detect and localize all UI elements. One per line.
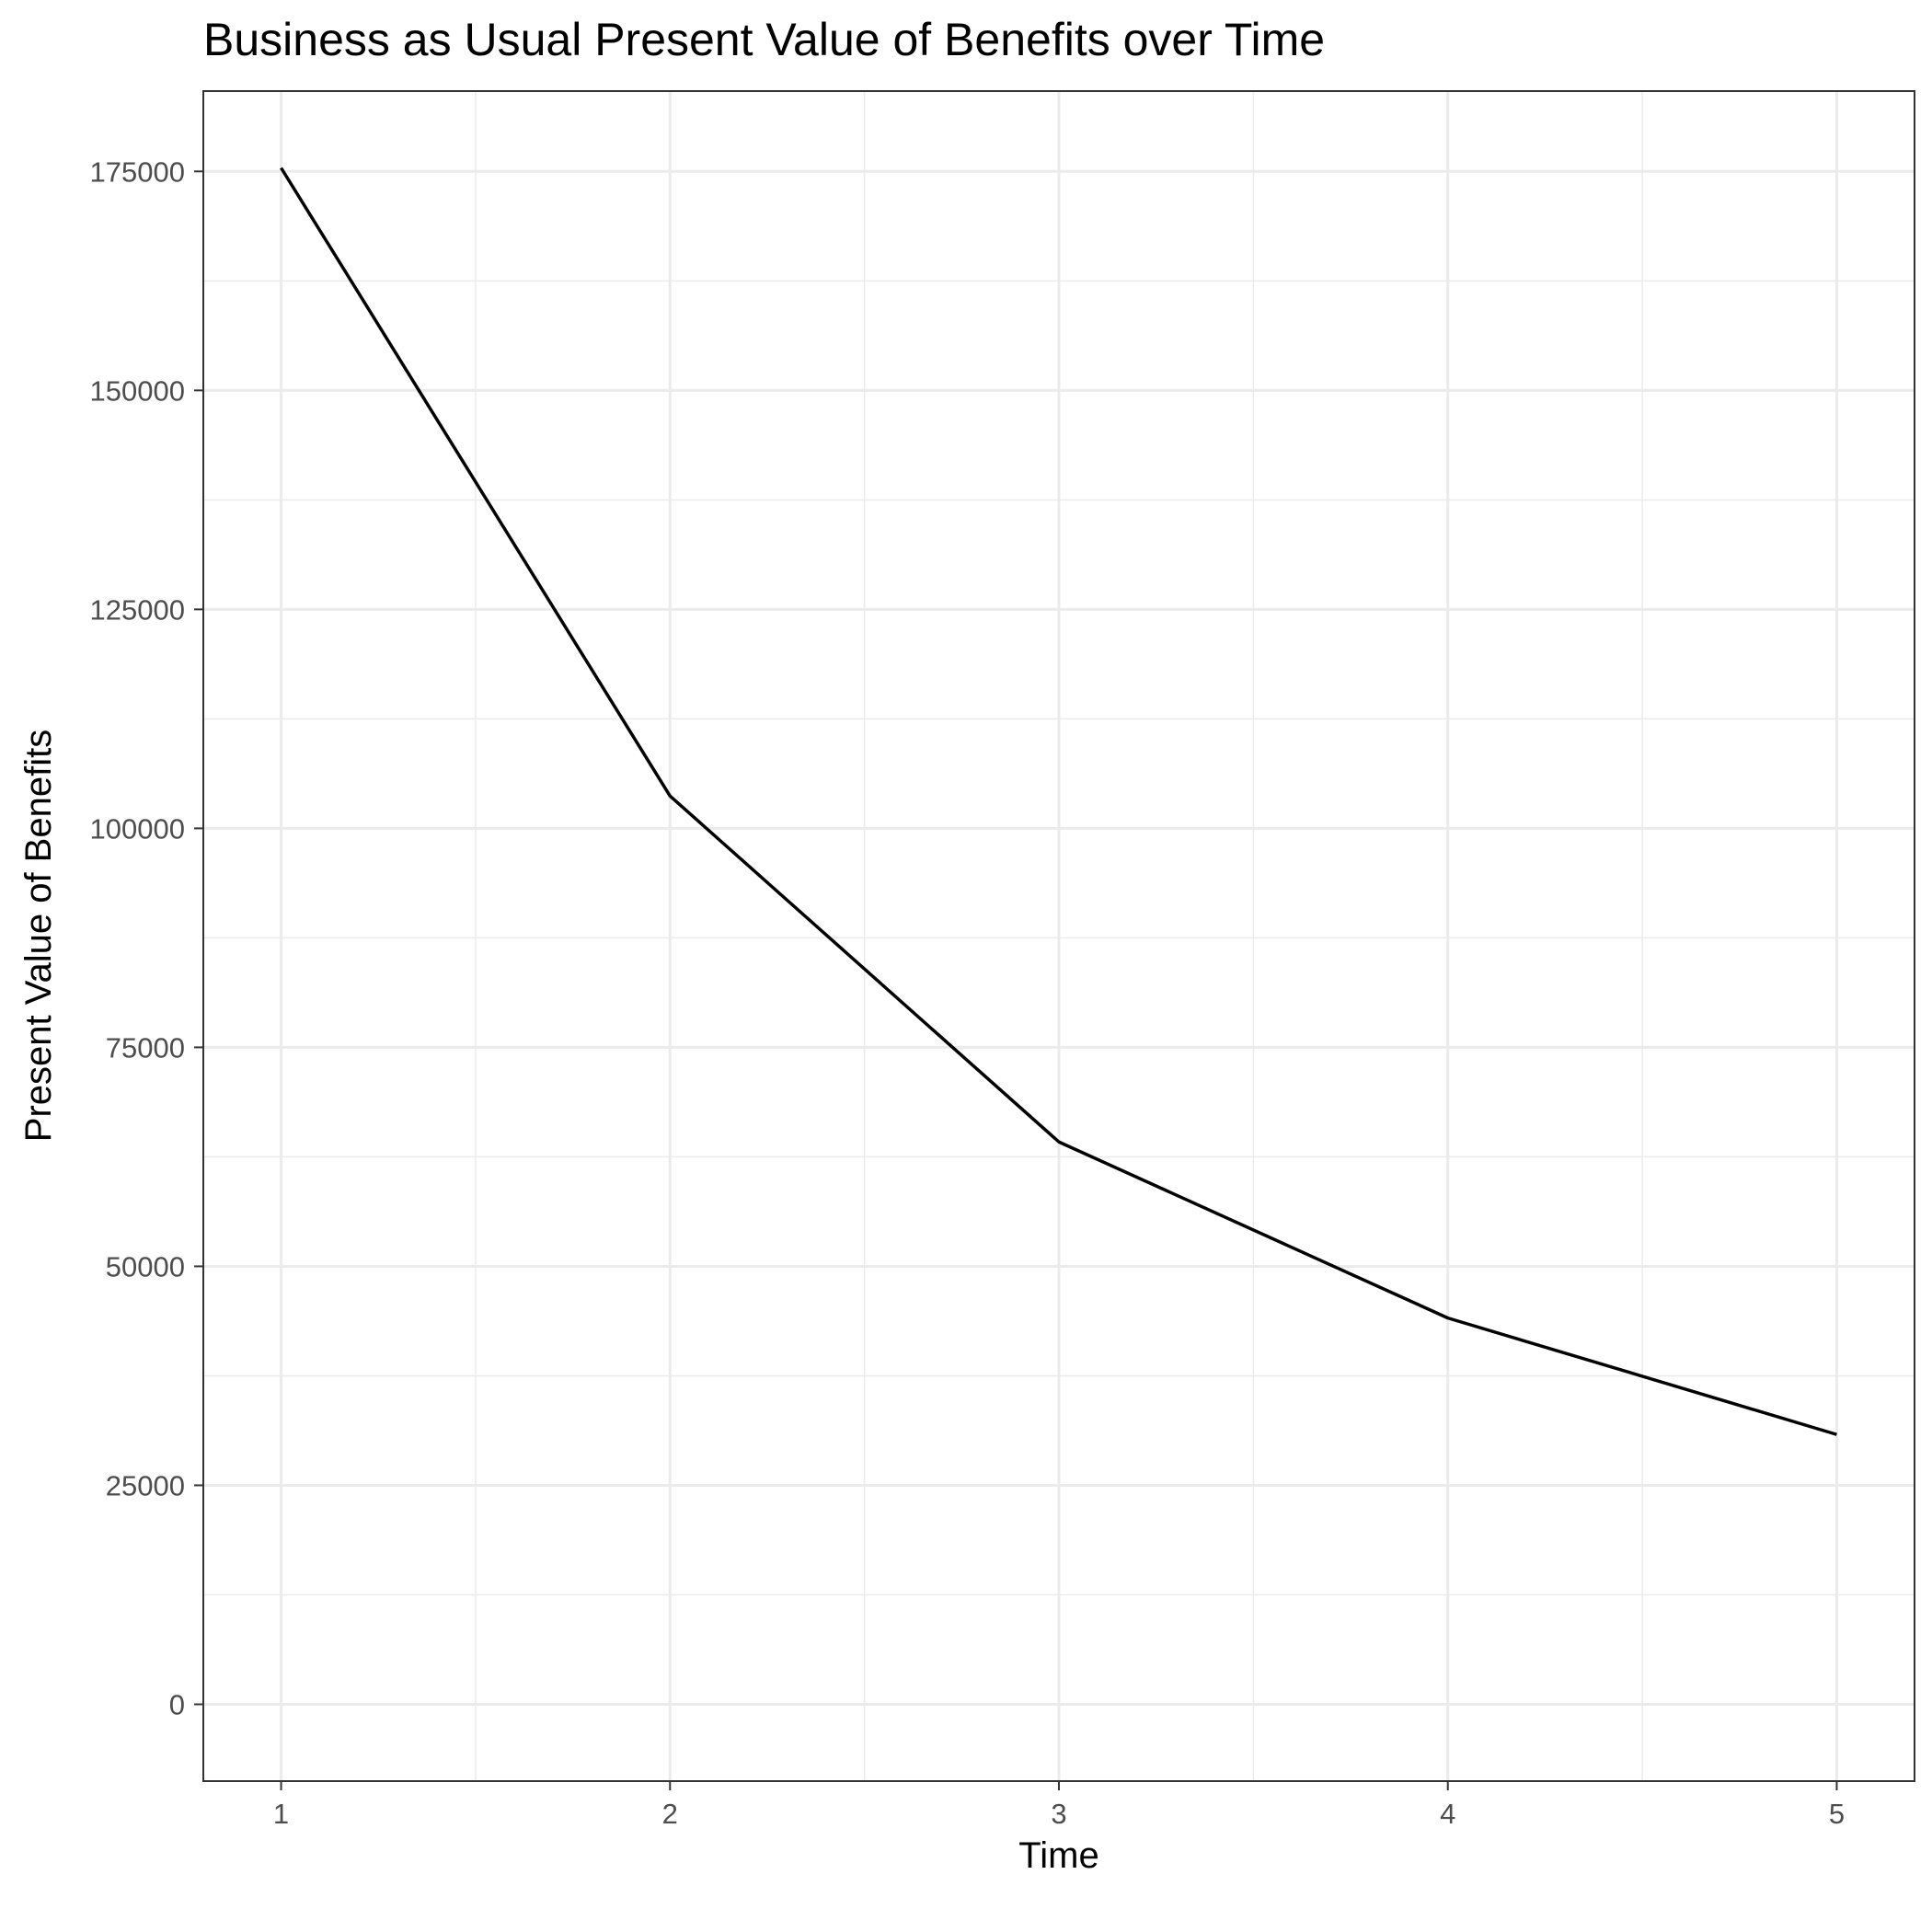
y-tick-label: 100000	[90, 812, 185, 845]
y-tick-label: 25000	[106, 1469, 185, 1501]
x-axis-title: Time	[1018, 1835, 1098, 1876]
y-axis-title: Present Value of Benefits	[18, 730, 59, 1142]
x-tick-label: 2	[662, 1798, 678, 1830]
y-tick-label: 175000	[90, 155, 185, 188]
y-tick-label: 75000	[106, 1031, 185, 1064]
x-axis: 1 2 3 4 5	[273, 1781, 1845, 1830]
major-gridlines	[203, 91, 1915, 1781]
series-layer	[280, 167, 1837, 1436]
x-tick-label: 1	[273, 1798, 289, 1830]
y-tick-label: 0	[169, 1689, 185, 1721]
x-tick-label: 3	[1051, 1798, 1066, 1830]
y-tick-label: 50000	[106, 1250, 185, 1282]
y-tick-label: 150000	[90, 374, 185, 407]
chart-title: Business as Usual Present Value of Benef…	[203, 14, 1325, 65]
x-tick-label: 5	[1829, 1798, 1845, 1830]
x-tick-label: 4	[1440, 1798, 1455, 1830]
y-axis: 0 25000 50000 75000 100000 125000 150000 175000	[90, 155, 203, 1721]
series-line	[280, 167, 1837, 1436]
y-tick-label: 125000	[90, 593, 185, 626]
